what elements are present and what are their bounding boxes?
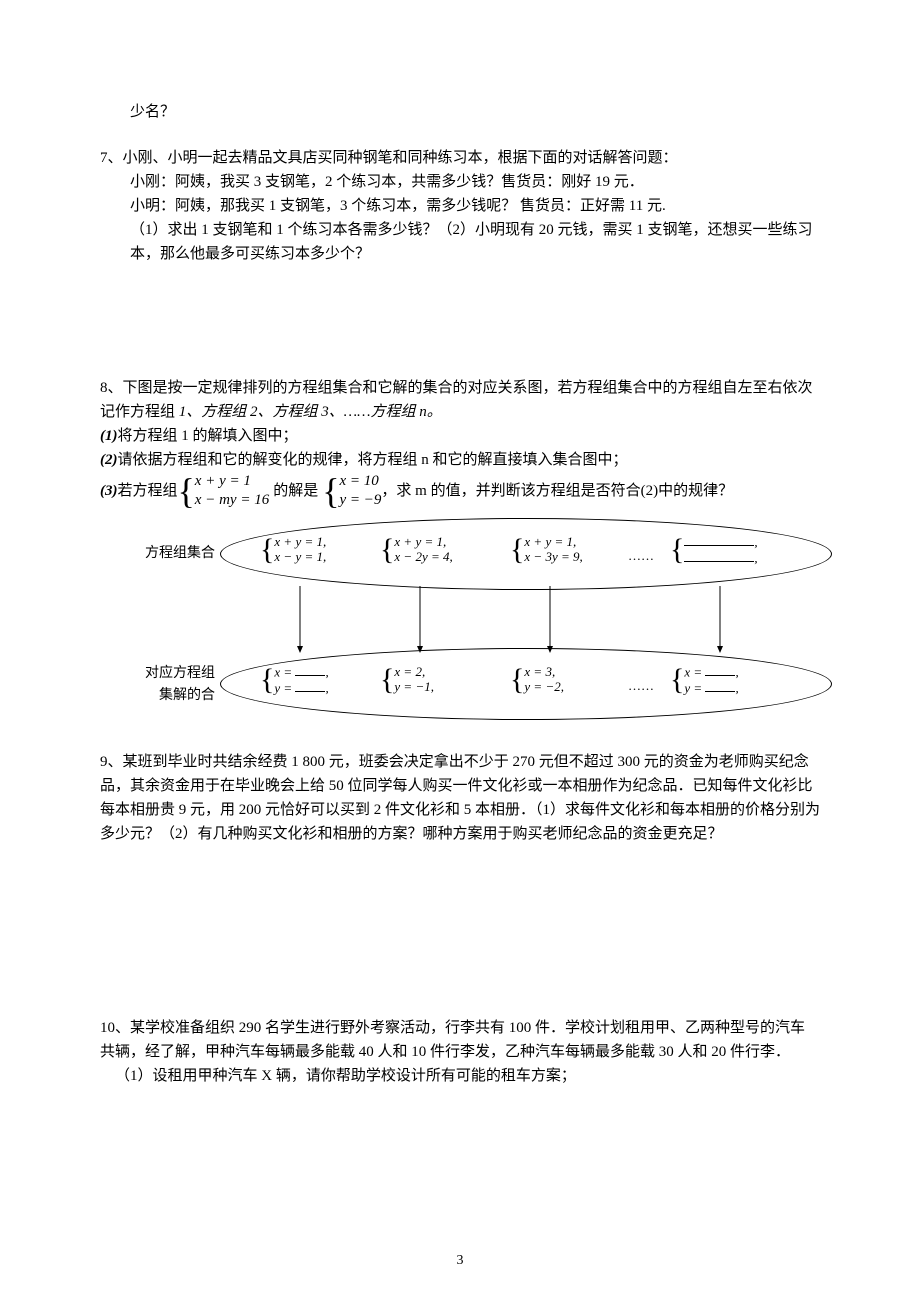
q8-p3-c: ，求 m 的值，并判断该方程组是否符合(2)中的规律？ xyxy=(381,479,733,503)
q9-num: 9、 xyxy=(100,754,123,770)
b2a: x = 2, xyxy=(394,664,434,680)
b2b: y = −1, xyxy=(394,679,434,695)
bot-sys-1: { x = , y = , xyxy=(260,664,329,697)
b3a: x = 3, xyxy=(524,664,564,680)
blank-line xyxy=(705,680,735,693)
page: 少名？ 7、小刚、小明一起去精品文具店买同种钢笔和同种练习本，根据下面的对话解答… xyxy=(0,0,920,1302)
bot-sys-n: { x = , y = , xyxy=(670,664,739,697)
bot-sys-3: { x = 3, y = −2, xyxy=(510,664,564,695)
q8-p3-a: 若方程组 xyxy=(118,479,178,503)
diag-label-bot-a: 对应方程组 xyxy=(125,663,215,685)
b1b-l: y = xyxy=(274,680,295,695)
q8-intro-items: 1、方程组 2、方程组 3、……方程组 n。 xyxy=(179,404,442,420)
q8: 8、下图是按一定规律排列的方程组集合和它解的集合的对应关系图，若方程组集合中的方… xyxy=(100,376,820,728)
q7-l2: 小刚：阿姨，我买 3 支钢笔，2 个练习本，共需多少钱？售货员：刚好 19 元． xyxy=(100,170,820,194)
q7-l4: （1）求出 1 支钢笔和 1 个练习本各需多少钱？（2）小明现有 20 元钱，需… xyxy=(100,218,820,266)
q7-l3: 小明：阿姨，那我买 1 支钢笔，3 个练习本，需多少钱呢？ 售货员：正好需 11… xyxy=(100,194,820,218)
b1b: y = , xyxy=(274,680,328,696)
q8-sys2: x = 10 y = −9 xyxy=(340,472,382,510)
brace-icon: { xyxy=(510,666,524,693)
q8-p1: (1)将方程组 1 的解填入图中； xyxy=(100,424,820,448)
q8-p3: (3) 若方程组 { x + y = 1 x − my = 16 的解是 { x… xyxy=(100,472,820,510)
bnb: y = , xyxy=(684,680,738,696)
q10: 10、某学校准备组织 290 名学生进行野外考察活动，行李共有 100 件．学校… xyxy=(100,1016,820,1088)
q8-p2-label: (2) xyxy=(100,452,118,468)
bot-dots: …… xyxy=(628,676,654,697)
b1a-l: x = xyxy=(274,664,295,679)
brace-icon: { xyxy=(380,666,394,693)
q10-line1: 10、某学校准备组织 290 名学生进行野外考察活动，行李共有 100 件．学校… xyxy=(100,1016,820,1064)
q7-num: 7、 xyxy=(100,150,123,166)
q6-tail: 少名？ xyxy=(100,100,820,124)
bot-sys-1-body: x = , y = , xyxy=(274,664,328,697)
q8-intro: 8、下图是按一定规律排列的方程组集合和它解的集合的对应关系图，若方程组集合中的方… xyxy=(100,376,820,424)
diag-label-bot-b: 集解的合 xyxy=(125,685,215,707)
comma: , xyxy=(735,680,738,695)
bot-sys-n-body: x = , y = , xyxy=(684,664,738,697)
q8-num: 8、 xyxy=(100,380,123,396)
bnb-l: y = xyxy=(684,680,705,695)
q8-p1-label: (1) xyxy=(100,428,118,444)
q9-text: 某班到毕业时共结余经费 1 800 元，班委会决定拿出不少于 270 元但不超过… xyxy=(100,754,820,842)
diag-label-bot: 对应方程组 集解的合 xyxy=(125,663,215,708)
q8-sys1b: x − my = 16 xyxy=(195,491,269,510)
q10-l1: 某学校准备组织 290 名学生进行野外考察活动，行李共有 100 件．学校计划租… xyxy=(100,1020,805,1060)
q7-l1: 小刚、小明一起去精品文具店买同种钢笔和同种练习本，根据下面的对话解答问题： xyxy=(123,150,678,166)
bna: x = , xyxy=(684,664,738,680)
q8-p1-inner: 将方程组 1 的解填入图中； xyxy=(118,428,298,444)
bot-sys-3-body: x = 3, y = −2, xyxy=(524,664,564,695)
bna-l: x = xyxy=(684,664,705,679)
q10-num: 10、 xyxy=(100,1020,130,1036)
q8-sys1: x + y = 1 x − my = 16 xyxy=(195,472,269,510)
q8-p3-label: (3) xyxy=(100,479,118,503)
brace-icon: { xyxy=(322,475,339,507)
q10-l2: （1）设租用甲种汽车 X 辆，请你帮助学校设计所有可能的租车方案； xyxy=(100,1064,820,1088)
brace-icon: { xyxy=(178,475,195,507)
blank-line xyxy=(705,664,735,677)
q8-p1-text: 将方程组 1 的解填入图中； xyxy=(118,428,298,444)
blank-line xyxy=(295,680,325,693)
page-number: 3 xyxy=(0,1250,920,1272)
comma: , xyxy=(735,664,738,679)
bot-sys-2: { x = 2, y = −1, xyxy=(380,664,434,695)
q8-p2-text: 请依据方程组和它的解变化的规律，将方程组 n 和它的解直接填入集合图中； xyxy=(118,452,628,468)
b1a: x = , xyxy=(274,664,328,680)
q9: 9、某班到毕业时共结余经费 1 800 元，班委会决定拿出不少于 270 元但不… xyxy=(100,750,820,846)
q8-diagram: 方程组集合 对应方程组 集解的合 { x + y = 1, x − y = 1,… xyxy=(220,518,840,728)
brace-icon: { xyxy=(260,666,274,693)
b3b: y = −2, xyxy=(524,679,564,695)
q8-p2: (2)请依据方程组和它的解变化的规律，将方程组 n 和它的解直接填入集合图中； xyxy=(100,448,820,472)
q7-line1: 7、小刚、小明一起去精品文具店买同种钢笔和同种练习本，根据下面的对话解答问题： xyxy=(100,146,820,170)
q8-sys1a: x + y = 1 xyxy=(195,472,269,491)
brace-icon: { xyxy=(670,666,684,693)
q6-tail-text: 少名？ xyxy=(100,100,820,124)
q8-sys2a: x = 10 xyxy=(340,472,382,491)
q8-sys2b: y = −9 xyxy=(340,491,382,510)
bot-sys-2-body: x = 2, y = −1, xyxy=(394,664,434,695)
comma: , xyxy=(325,664,328,679)
diag-label-top: 方程组集合 xyxy=(125,543,215,565)
q7: 7、小刚、小明一起去精品文具店买同种钢笔和同种练习本，根据下面的对话解答问题： … xyxy=(100,146,820,266)
q8-p3-b: 的解是 xyxy=(273,479,318,503)
comma: , xyxy=(325,680,328,695)
blank-line xyxy=(295,664,325,677)
